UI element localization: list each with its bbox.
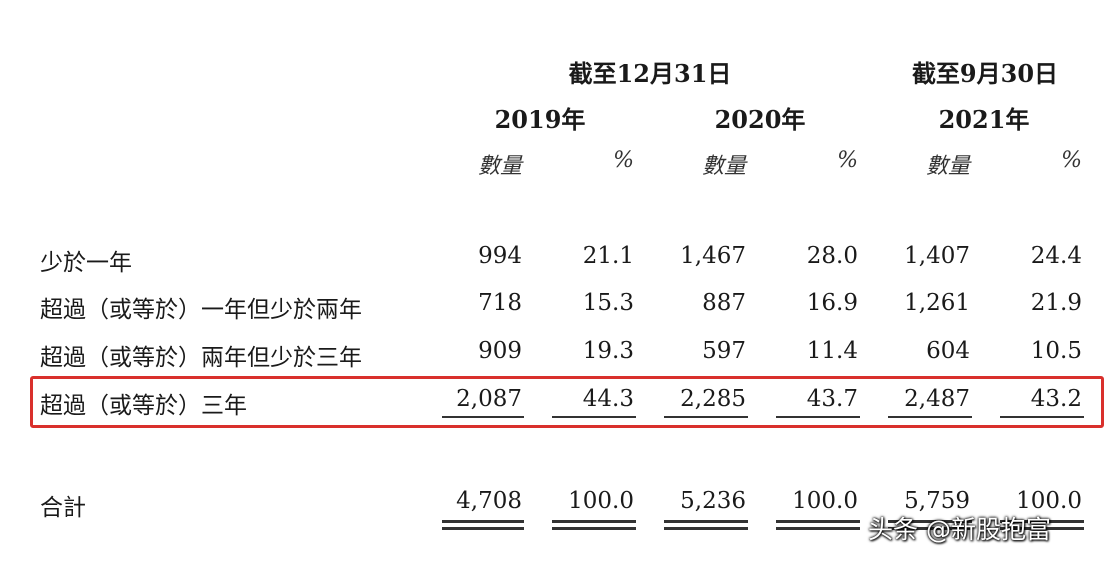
row-label-total: 合計 <box>40 495 86 521</box>
year-2019: 2019年 <box>494 105 586 134</box>
row-label-1y-2y: 超過（或等於）一年但少於兩年 <box>40 297 362 323</box>
subhead-amount-2019: 數量 <box>477 154 522 179</box>
cell: 15.3 <box>582 290 634 316</box>
subtotal-underline <box>776 416 860 418</box>
cell: 43.2 <box>1030 386 1082 412</box>
row-label-over-3y: 超過（或等於）三年 <box>40 393 247 419</box>
total-cell: 100.0 <box>568 488 634 514</box>
subtotal-underline <box>664 416 748 418</box>
cell: 909 <box>478 338 522 364</box>
cell: 2,487 <box>904 386 970 412</box>
cell: 718 <box>478 290 522 316</box>
watermark-text: 头条 @新股抱富 <box>868 515 1051 544</box>
year-2021: 2021年 <box>938 105 1030 134</box>
total-cell: 5,759 <box>904 488 970 514</box>
cell: 994 <box>478 243 522 269</box>
total-double-underline <box>442 527 524 530</box>
cell: 1,407 <box>904 243 970 269</box>
row-label-under-1y: 少於一年 <box>40 250 132 276</box>
cell: 21.1 <box>582 243 634 269</box>
total-double-underline <box>776 520 860 523</box>
subtotal-underline <box>552 416 636 418</box>
cell: 11.4 <box>806 338 858 364</box>
total-double-underline <box>1000 520 1084 523</box>
year-2020: 2020年 <box>714 105 806 134</box>
cell: 21.9 <box>1030 290 1082 316</box>
subhead-amount-2020: 數量 <box>701 154 746 179</box>
cell: 1,261 <box>904 290 970 316</box>
cell: 2,285 <box>680 386 746 412</box>
cell: 43.7 <box>806 386 858 412</box>
subtotal-underline <box>888 416 972 418</box>
total-double-underline <box>888 520 972 523</box>
cell: 24.4 <box>1030 243 1082 269</box>
period-header-dec31: 截至12月31日 <box>568 59 732 88</box>
subhead-amount-2021: 數量 <box>925 154 970 179</box>
subtotal-underline <box>1000 416 1084 418</box>
total-double-underline <box>552 520 636 523</box>
subhead-pct-2021: % <box>1061 148 1082 173</box>
period-header-sep30: 截至9月30日 <box>911 59 1059 88</box>
cell: 19.3 <box>582 338 634 364</box>
total-cell: 5,236 <box>680 488 746 514</box>
cell: 604 <box>926 338 970 364</box>
cell: 10.5 <box>1030 338 1082 364</box>
cell: 28.0 <box>806 243 858 269</box>
total-double-underline <box>1000 527 1084 530</box>
cell: 597 <box>702 338 746 364</box>
subtotal-underline <box>442 416 524 418</box>
cell: 1,467 <box>680 243 746 269</box>
total-double-underline <box>442 520 524 523</box>
cell: 16.9 <box>806 290 858 316</box>
subhead-pct-2019: % <box>613 148 634 173</box>
total-cell: 100.0 <box>1016 488 1082 514</box>
cell: 887 <box>702 290 746 316</box>
total-cell: 4,708 <box>456 488 522 514</box>
total-double-underline <box>664 527 748 530</box>
cell: 2,087 <box>456 386 522 412</box>
subhead-pct-2020: % <box>837 148 858 173</box>
total-double-underline <box>888 527 972 530</box>
cell: 44.3 <box>582 386 634 412</box>
total-double-underline <box>552 527 636 530</box>
total-cell: 100.0 <box>792 488 858 514</box>
total-double-underline <box>776 527 860 530</box>
row-label-2y-3y: 超過（或等於）兩年但少於三年 <box>40 345 362 371</box>
highlight-box <box>30 376 1104 428</box>
total-double-underline <box>664 520 748 523</box>
